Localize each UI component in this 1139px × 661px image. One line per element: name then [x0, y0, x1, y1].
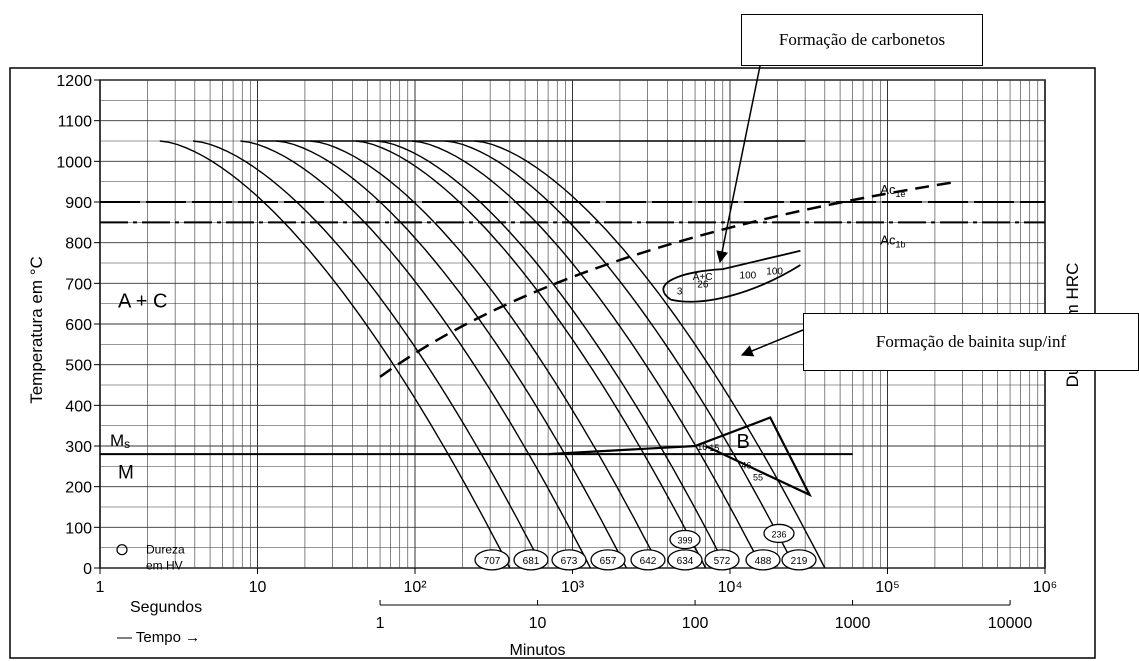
hardness-circle [781, 549, 817, 571]
hardness-value: 657 [600, 556, 617, 567]
dashed-curve [379, 180, 959, 378]
bainite-percentage-label: 16 [697, 442, 707, 452]
hardness-circle [704, 549, 740, 571]
transformation-start-dashed-line [379, 180, 959, 378]
austenite-carbide-label: A + C [118, 291, 167, 313]
x-tick-label: 10⁶ [1033, 579, 1057, 596]
hardness-value: 572 [714, 556, 731, 567]
y-tick-label: 100 [65, 520, 92, 537]
bainite-label: B [737, 431, 750, 453]
x-tick-label: 10⁴ [718, 579, 743, 596]
cooling-curve [192, 140, 544, 569]
carbide-region-boundary [662, 249, 801, 303]
carbide-callout-arrow [716, 65, 761, 264]
hardness-value: 681 [523, 556, 540, 567]
x-axis-ticks: 1 10 10² 10³ 10⁴ 10⁵ 10⁶ [96, 568, 1057, 596]
ms-label: Ms [110, 431, 130, 451]
y-tick-label: 200 [65, 480, 92, 497]
minutes-tick-label: 100 [682, 615, 709, 632]
bainite-percentage-label: 15 [709, 443, 719, 453]
cooling-curve [376, 140, 728, 569]
y-tick-label: 0 [83, 561, 92, 578]
hardness-value: 634 [677, 556, 694, 567]
cooling-curve [276, 140, 628, 569]
bainite-region-boundary [548, 416, 812, 498]
hardness-value-upper: 399 [677, 536, 692, 546]
callout-arrows [716, 65, 804, 357]
carbide-percentage-label: 26 [697, 279, 709, 290]
cooling-curve [310, 140, 661, 569]
carbide-percentage-label: 100 [740, 270, 757, 281]
hardness-value: 707 [484, 556, 501, 567]
hardness-circle [590, 549, 626, 571]
y-axis-label: Temperatura em °C [27, 256, 46, 404]
y-tick-label: 300 [65, 439, 92, 456]
y-axis-ticks: 0 100 200 300 400 500 600 700 800 900 1000 1100 1200 [56, 73, 100, 578]
y-tick-label: 1200 [56, 73, 92, 90]
cooling-curve [240, 140, 592, 569]
cooling-curve [355, 140, 707, 569]
y-tick-label: 500 [65, 358, 92, 375]
critical-temperature-label: Ac1b [880, 232, 905, 249]
y-tick-label: 600 [65, 317, 92, 334]
bainite-callout-arrow [740, 329, 804, 357]
legend-text: em HV [146, 559, 183, 573]
carbide-percentage-label: 100 [766, 266, 783, 277]
ms-subscript: s [124, 437, 130, 451]
minutes-tick-label: 1000 [835, 615, 871, 632]
x-tick-label: 10³ [561, 579, 585, 596]
y-tick-label: 800 [65, 236, 92, 253]
hardness-circle [745, 549, 781, 571]
minutes-tick-label: 10000 [988, 615, 1033, 632]
minutes-tick-label: 1 [376, 615, 385, 632]
x-tick-label: 10 [249, 579, 267, 596]
y-tick-label: 900 [65, 195, 92, 212]
hardness-circle [513, 549, 549, 571]
legend-circle [116, 544, 128, 556]
bainite-percentage-label: 55 [753, 473, 763, 483]
hardness-circle [630, 549, 666, 571]
y-tick-label: 1000 [56, 154, 92, 171]
region-labels: A + C M [118, 291, 167, 484]
cooling-curves [159, 140, 826, 569]
minutes-axis: 1 10 100 1000 10000 Minutos Segundos — Tempo → [117, 599, 1032, 659]
seconds-label: Segundos [130, 599, 202, 616]
hardness-value: 673 [561, 556, 578, 567]
y-tick-label: 700 [65, 276, 92, 293]
critical-temperature-subscript: 1e [895, 189, 905, 199]
martensite-label: M [118, 463, 134, 484]
hardness-circle [551, 549, 587, 571]
cooling-curve [159, 140, 511, 569]
hardness-value: 642 [640, 556, 657, 567]
carbide-percentage-label: 3 [677, 287, 683, 298]
hardness-value: 488 [755, 556, 772, 567]
time-arrow-label: — Tempo → [117, 629, 200, 646]
x-tick-label: 1 [96, 579, 105, 596]
hardness-value-upper: 236 [771, 529, 786, 539]
callout-carbide-formation: Formação de carbonetos [741, 14, 983, 66]
cooling-curve [474, 140, 826, 569]
cooling-curve [412, 140, 763, 569]
legend-text: Dureza [146, 543, 185, 557]
hardness-circle [667, 549, 703, 571]
hardness-value: 219 [791, 556, 808, 567]
y-tick-label: 1100 [58, 114, 93, 131]
minutes-axis-label: Minutos [510, 642, 566, 659]
carbide-region-label: A+C [693, 272, 713, 283]
x-tick-label: 10² [403, 579, 427, 596]
minutes-tick-label: 10 [529, 615, 547, 632]
x-tick-label: 10⁵ [875, 579, 899, 596]
hardness-circle [474, 549, 510, 571]
bainite-percentage-label: 46 [741, 460, 751, 470]
callout-bainite-formation: Formação de bainita sup/inf [803, 313, 1139, 371]
hardness-circles: 707 681 673 657 642 634 572 488 219 399 236 [474, 523, 817, 571]
critical-temperature-subscript: 1b [895, 239, 905, 249]
legend: Dureza em HV [116, 543, 185, 573]
hardness-circle-upper [669, 529, 701, 550]
y-tick-label: 400 [65, 398, 92, 415]
hardness-circle-upper [763, 523, 795, 544]
